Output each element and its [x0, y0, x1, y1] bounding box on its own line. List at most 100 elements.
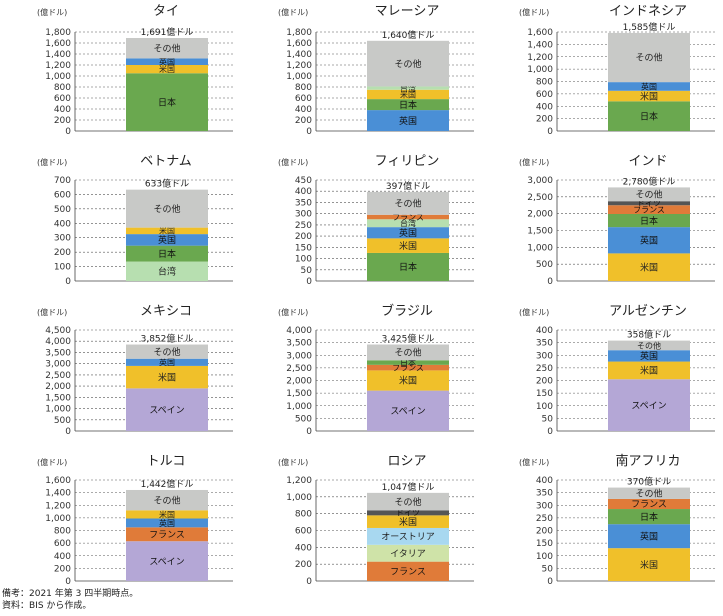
- y-tick-label: 800: [295, 510, 312, 520]
- bar-segment-日本: [608, 101, 690, 131]
- y-tick-label: 1,200: [527, 53, 553, 63]
- segment-label: 日本: [399, 99, 417, 111]
- y-tick-label: 400: [536, 102, 553, 112]
- segment-label: 英国: [159, 357, 175, 367]
- y-unit-label: (億ドル): [519, 307, 549, 317]
- y-unit-label: (億ドル): [519, 7, 549, 17]
- y-tick-label: 500: [54, 205, 71, 215]
- y-tick-label: 1,000: [45, 514, 71, 524]
- bar-segment-英国: [608, 524, 690, 549]
- y-tick-label: 800: [54, 83, 71, 93]
- y-tick-label: 300: [295, 210, 312, 220]
- y-tick-label: 200: [54, 248, 71, 258]
- y-tick-label: 200: [54, 564, 71, 574]
- y-tick-label: 1,400: [45, 489, 71, 499]
- bar-segment-スペイン: [126, 541, 208, 581]
- y-tick-label: 100: [536, 552, 553, 562]
- y-tick-label: 500: [295, 414, 312, 424]
- y-tick-label: 1,600: [45, 476, 71, 486]
- y-tick-label: 600: [295, 527, 312, 537]
- bar-segment-英国: [126, 518, 208, 528]
- y-unit-label: (億ドル): [37, 157, 67, 167]
- chart-panel-2: (億ドル) マレーシア02004006008001,0001,2001,4001,…: [278, 4, 474, 137]
- segment-label: その他: [153, 42, 180, 54]
- y-tick-label: 1,200: [286, 476, 312, 486]
- y-tick-label: 500: [536, 260, 553, 270]
- segment-label: ドイツ: [396, 509, 420, 518]
- segment-label: 米国: [640, 90, 658, 102]
- chart-title: ロシア: [387, 454, 426, 469]
- segment-label: 日本: [640, 511, 658, 523]
- segment-label: 英国: [640, 234, 658, 246]
- segment-label: 米国: [640, 261, 658, 273]
- chart-title: インド: [628, 154, 667, 169]
- y-tick-label: 1,000: [286, 72, 312, 82]
- total-label: 358億ドル: [627, 329, 671, 341]
- chart-panel-12: (億ドル) 南アフリカ 0 50 100 150 200 250 300 350 400 米国 英国 日本…: [519, 453, 715, 587]
- y-tick-label: 1,400: [286, 50, 312, 60]
- segment-label: スペイン: [390, 407, 425, 417]
- bar-segment-米国: [126, 365, 208, 389]
- chart-panel-6: (億ドル) インド 0 500 1,000 1,500 2,000 2,500 3,000 米国 英…: [519, 154, 715, 287]
- total-label: 633億ドル: [145, 178, 189, 190]
- y-tick-label: 100: [536, 402, 553, 412]
- y-tick-label: 1,800: [45, 28, 71, 38]
- total-label: 397億ドル: [386, 180, 430, 192]
- y-tick-label: 4,500: [45, 326, 71, 336]
- segment-label: 日本: [158, 248, 176, 260]
- y-tick-label: 800: [536, 78, 553, 88]
- y-tick-label: 3,000: [527, 176, 553, 186]
- y-tick-label: 250: [536, 364, 553, 374]
- y-unit-label: (億ドル): [278, 7, 308, 17]
- y-tick-label: 100: [54, 263, 71, 273]
- bar-segment-米国: [608, 90, 690, 102]
- segment-label: ドイツ: [637, 199, 661, 208]
- segment-label: フランス: [390, 567, 426, 578]
- notes: 備考：2021 年第 3 四半期時点。 資料：BIS から作成。: [2, 588, 138, 612]
- y-tick-label: 350: [536, 339, 553, 349]
- chart-title: 南アフリカ: [615, 453, 680, 469]
- chart-title: トルコ: [147, 454, 186, 469]
- segment-label: その他: [153, 346, 180, 358]
- y-tick-label: 1,000: [286, 493, 312, 503]
- y-tick-label: 1,600: [527, 28, 553, 38]
- chart-title: マレーシア: [375, 4, 440, 19]
- bar-segment-その他: [126, 489, 208, 511]
- bar-segment-英国: [608, 82, 690, 91]
- chart-title: インドネシア: [609, 4, 687, 19]
- segment-label: 英国: [158, 234, 176, 246]
- segment-label: イタリア: [390, 548, 426, 559]
- y-tick-label: 500: [54, 416, 71, 426]
- y-tick-label: 1,800: [286, 28, 312, 38]
- y-tick-label: 100: [295, 255, 312, 265]
- y-tick-label: 1,000: [45, 405, 71, 415]
- y-tick-label: 1,400: [527, 40, 553, 50]
- segment-label: スペイン: [149, 557, 184, 567]
- bar-segment-その他: [608, 340, 690, 351]
- segment-label: 台湾: [400, 83, 416, 93]
- y-tick-label: 1,500: [527, 227, 553, 237]
- segment-label: 米国: [399, 375, 417, 387]
- chart-panel-10: (億ドル) トルコ 0 200 400 600 800 1,000 1,200 1,400 1,60…: [37, 454, 233, 587]
- segment-label: スペイン: [149, 406, 184, 416]
- chart-title: ベトナム: [140, 154, 192, 169]
- y-tick-label: 400: [536, 476, 553, 486]
- y-unit-label: (億ドル): [37, 7, 67, 17]
- y-tick-label: 0: [306, 427, 312, 437]
- segment-label: 英国: [159, 518, 175, 528]
- total-label: 1,585億ドル: [623, 21, 676, 33]
- bar-segment-フランス: [367, 364, 449, 371]
- y-tick-label: 2,000: [527, 210, 553, 220]
- y-tick-label: 600: [54, 539, 71, 549]
- bar-segment-台湾: [367, 86, 449, 90]
- segment-label: スペイン: [631, 401, 666, 411]
- segment-label: その他: [637, 340, 661, 350]
- segment-label: その他: [635, 487, 662, 499]
- y-tick-label: 4,000: [286, 326, 312, 336]
- bar-segment-英国: [608, 350, 690, 362]
- segment-label: 米国: [400, 89, 416, 99]
- y-tick-label: 400: [54, 105, 71, 115]
- segment-label: 日本: [158, 96, 176, 108]
- y-tick-label: 350: [536, 489, 553, 499]
